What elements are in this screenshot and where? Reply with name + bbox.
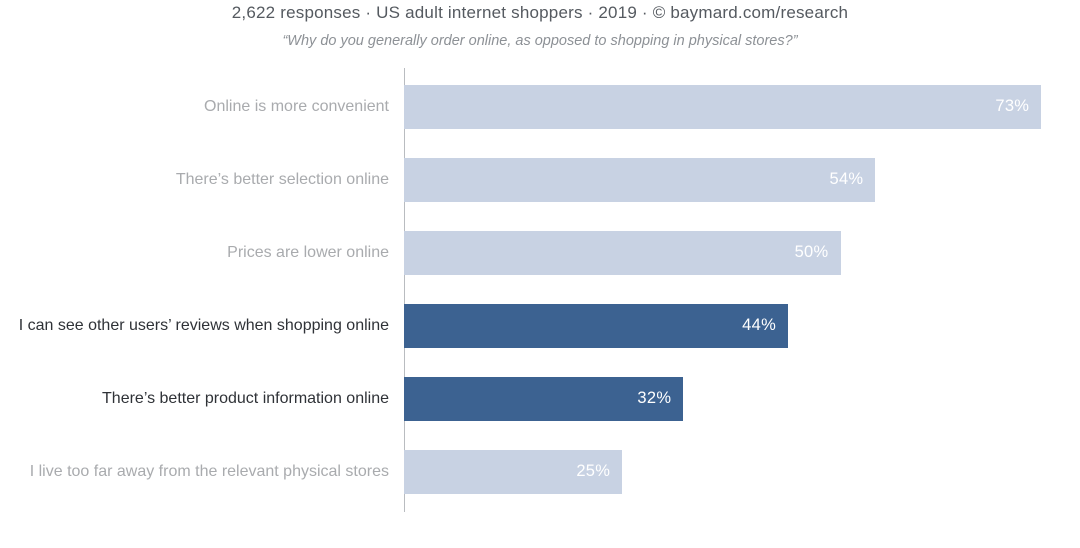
category-label: Online is more convenient [204,97,389,115]
bar-value-label: 32% [637,389,672,407]
bar-cell: 50% [404,216,1080,289]
category-label: There’s better product information onlin… [102,389,389,407]
category-label: There’s better selection online [175,170,389,188]
chart-title: 2,622 responses · US adult internet shop… [231,3,849,22]
bar-row: There’s better product information onlin… [0,362,1080,435]
bar-row: Online is more convenient 73% [0,70,1080,143]
bar-value-label: 50% [794,243,829,261]
bar-cell: 44% [404,289,1080,362]
bar-cell: 25% [404,435,1080,508]
bar-row: I live too far away from the relevant ph… [0,435,1080,508]
bar-value-label: 25% [576,462,611,480]
bar-row: I can see other users’ reviews when shop… [0,289,1080,362]
bar-value-label: 44% [742,316,777,334]
bar-chart: Online is more convenient 73% There’s bett… [0,70,1080,508]
bar-value-label: 73% [995,97,1030,115]
category-label: I live too far away from the relevant ph… [29,462,389,480]
y-axis-line [404,68,405,512]
chart-header: 2,622 responses · US adult internet shop… [0,0,1080,49]
bar-row: Prices are lower online 50% [0,216,1080,289]
bar: 50% [404,230,841,275]
bar: 32% [404,376,684,421]
bar-cell: 54% [404,143,1080,216]
category-label: I can see other users’ reviews when shop… [18,316,389,334]
chart-subtitle: “Why do you generally order online, as o… [282,33,798,49]
bar: 73% [404,84,1042,129]
bar-cell: 32% [404,362,1080,435]
bar-value-label: 54% [829,170,864,188]
bar: 25% [404,449,623,494]
bar-row: There’s better selection online 54% [0,143,1080,216]
category-label: Prices are lower online [227,243,389,261]
bar: 44% [404,303,789,348]
bar-cell: 73% [404,70,1080,143]
bar: 54% [404,157,876,202]
